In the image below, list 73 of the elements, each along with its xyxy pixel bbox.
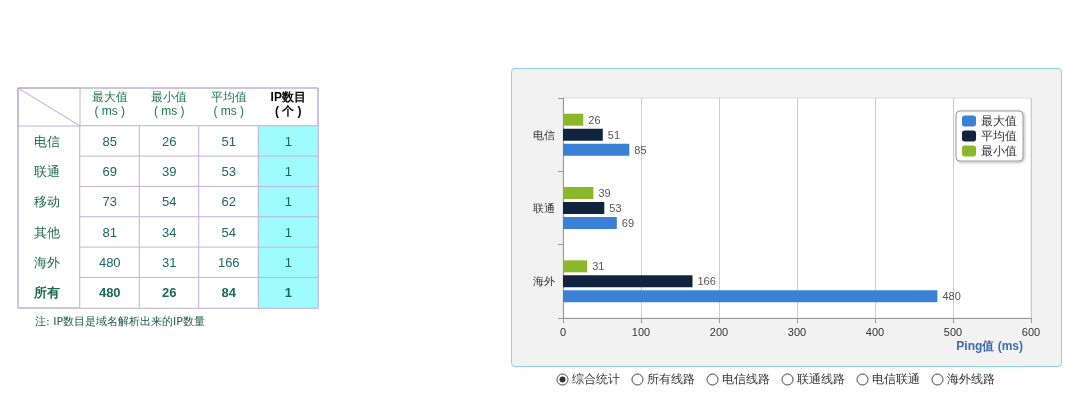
text: 联通线路 [797, 371, 845, 388]
legend-label: 平均值 [981, 129, 1017, 143]
bar [563, 260, 588, 273]
bar [563, 290, 938, 303]
y-tick-label: 其他 [34, 224, 60, 240]
x-tick-label: 平均值 ( ms ) [210, 90, 247, 118]
data-label: 54 [221, 224, 236, 240]
y-tick-label: 电信 [34, 133, 60, 149]
y-tick-label: 海外 [533, 275, 555, 288]
data-label: 1 [284, 194, 292, 210]
data-label: 51 [221, 133, 236, 149]
bar [563, 187, 594, 199]
data-label: 1 [284, 133, 292, 149]
data-label: 62 [221, 194, 236, 210]
data-label: 480 [98, 285, 121, 301]
data-label: 1 [284, 285, 292, 301]
data-label: 53 [221, 164, 236, 179]
y-tick-label: 联通 [533, 202, 555, 214]
y-tick-label: 电信 [533, 128, 555, 141]
x-tick-label: 400 [865, 325, 885, 338]
x-tick-label: 100 [631, 325, 651, 338]
data-label: 26 [162, 133, 177, 149]
data-label: 69 [621, 217, 635, 229]
x-tick-label: 最大值 ( ms ) [91, 90, 128, 118]
bar [563, 113, 584, 126]
x-tick-label: 0 [559, 325, 567, 338]
x-tick-label: 300 [787, 325, 807, 338]
x-tick-label: 500 [943, 325, 963, 338]
text: 海外线路 [947, 371, 995, 388]
data-label: 85 [634, 143, 647, 156]
data-label: 53 [609, 202, 622, 214]
text: 综合统计 [572, 371, 620, 388]
data-label: 84 [221, 285, 237, 301]
y-tick-label: 移动 [34, 194, 60, 210]
bar [563, 128, 603, 141]
data-label: 81 [102, 224, 117, 240]
x-tick-label: 200 [709, 325, 729, 338]
x-tick-label: 最小值 ( ms ) [151, 90, 188, 118]
data-label: 1 [284, 164, 292, 179]
data-label: 26 [588, 113, 601, 126]
text: 所有线路 [647, 371, 695, 388]
data-label: 166 [697, 275, 716, 288]
bar [563, 217, 617, 229]
data-label: 166 [217, 255, 240, 270]
text: 电信联通 [872, 371, 920, 388]
data-label: 480 [98, 255, 121, 270]
x-axis-title: Ping值 (ms) [956, 339, 1023, 353]
legend-label: 最小值 [981, 144, 1017, 158]
data-label: 26 [162, 285, 177, 301]
data-label: 69 [102, 164, 117, 179]
text: 注: IP数目是域名解析出来的IP数量 [35, 314, 205, 329]
data-label: 31 [162, 255, 177, 270]
x-tick-label: IP数目 ( 个 ) [270, 90, 306, 118]
data-label: 39 [162, 164, 177, 179]
data-label: 73 [102, 194, 117, 210]
data-label: 51 [607, 128, 621, 141]
data-label: 39 [598, 187, 611, 199]
y-tick-label: 联通 [34, 164, 60, 179]
x-tick-label: 600 [1021, 325, 1041, 338]
bar [563, 275, 693, 288]
data-label: 1 [284, 255, 292, 270]
y-tick-label: 所有 [33, 285, 60, 301]
bar [563, 143, 630, 156]
data-label: 1 [284, 224, 292, 240]
legend-label: 最大值 [981, 114, 1017, 128]
data-label: 480 [942, 290, 961, 303]
data-label: 85 [102, 133, 117, 149]
text: 电信线路 [722, 371, 770, 388]
data-label: 31 [592, 260, 605, 273]
data-label: 34 [162, 224, 177, 240]
bar [563, 202, 605, 214]
data-label: 54 [162, 194, 177, 210]
y-tick-label: 海外 [34, 255, 60, 270]
